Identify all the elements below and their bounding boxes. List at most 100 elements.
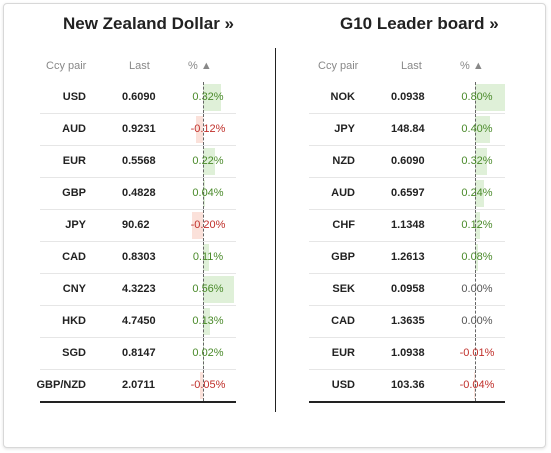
last-price: 0.0958 [391, 283, 425, 295]
last-price: 0.4828 [122, 187, 156, 199]
positive-change-bar [475, 84, 505, 111]
currency-pair[interactable]: GBP/NZD [36, 379, 87, 391]
currency-pair[interactable]: NOK [330, 91, 355, 103]
pct-change-value: 0.24% [461, 187, 493, 199]
table-row[interactable]: CAD 1.3635 0.00% [309, 306, 505, 338]
zero-line [475, 114, 476, 145]
positive-change-bar [475, 180, 484, 207]
pct-change-cell: 0.32% [180, 82, 236, 113]
currency-pair[interactable]: AUD [331, 187, 355, 199]
table-row[interactable]: GBP 1.2613 0.08% [309, 242, 505, 274]
column-header-pair: Ccy pair [318, 60, 359, 72]
currency-pair[interactable]: CAD [62, 251, 86, 263]
table-row[interactable]: CHF 1.1348 0.12% [309, 210, 505, 242]
negative-change-bar [192, 212, 203, 239]
zero-line [475, 146, 476, 177]
last-price: 148.84 [391, 123, 425, 135]
negative-change-bar [474, 372, 475, 399]
column-header-last: Last [401, 60, 422, 72]
pct-change-cell: 0.12% [449, 210, 505, 241]
table-row[interactable]: AUD 0.9231 -0.12% [40, 114, 236, 146]
positive-change-bar [203, 180, 205, 207]
currency-pair[interactable]: CNY [62, 283, 86, 295]
pct-change-cell: 0.02% [180, 338, 236, 369]
currency-pair[interactable]: CHF [332, 219, 355, 231]
pct-change-cell: 0.80% [449, 82, 505, 113]
table-row[interactable]: CNY 4.3223 0.56% [40, 274, 236, 306]
currency-pair[interactable]: SGD [62, 347, 86, 359]
currency-pair[interactable]: GBP [331, 251, 355, 263]
last-price: 4.3223 [122, 283, 156, 295]
zero-line [203, 370, 204, 401]
currency-pair[interactable]: USD [331, 379, 355, 391]
positive-change-bar [203, 148, 215, 175]
currency-pair[interactable]: EUR [62, 155, 86, 167]
table-row[interactable]: EUR 0.5568 0.22% [40, 146, 236, 178]
zero-line [203, 178, 204, 209]
currency-pair[interactable]: USD [62, 91, 86, 103]
last-price: 1.0938 [391, 347, 425, 359]
pct-change-value: -0.20% [190, 219, 226, 231]
table-row[interactable]: JPY 90.62 -0.20% [40, 210, 236, 242]
pct-change-cell: 0.56% [180, 274, 236, 305]
currency-pair[interactable]: CAD [331, 315, 355, 327]
table-row[interactable]: SEK 0.0958 0.00% [309, 274, 505, 306]
pct-change-cell: 0.22% [180, 146, 236, 177]
table-row[interactable]: HKD 4.7450 0.13% [40, 306, 236, 338]
zero-line [203, 338, 204, 369]
panel-divider [275, 48, 276, 412]
currency-pair[interactable]: GBP [62, 187, 86, 199]
currency-pair[interactable]: NZD [332, 155, 355, 167]
currency-pair[interactable]: JPY [65, 219, 86, 231]
pct-change-value: 0.13% [192, 315, 224, 327]
negative-change-bar [200, 372, 203, 399]
nzd-panel-title[interactable]: New Zealand Dollar » [63, 14, 234, 33]
column-header-pct[interactable]: % ▲ [460, 60, 484, 72]
positive-change-bar [475, 148, 487, 175]
pct-change-cell: 0.04% [180, 178, 236, 209]
table-row[interactable]: USD 0.6090 0.32% [40, 82, 236, 114]
pct-change-cell: 0.13% [180, 306, 236, 337]
pct-change-cell: 0.32% [449, 146, 505, 177]
zero-line [203, 146, 204, 177]
currency-pair[interactable]: HKD [62, 315, 86, 327]
last-price: 0.6090 [391, 155, 425, 167]
pct-change-value: 0.04% [192, 187, 224, 199]
pct-change-value: 0.80% [461, 91, 493, 103]
currency-pair[interactable]: JPY [334, 123, 355, 135]
zero-line [475, 274, 476, 305]
zero-line [475, 338, 476, 369]
last-price: 0.5568 [122, 155, 156, 167]
pct-change-value: 0.11% [192, 251, 224, 263]
pct-change-cell: -0.01% [449, 338, 505, 369]
table-row[interactable]: GBP/NZD 2.0711 -0.05% [36, 370, 236, 403]
g10-panel-title[interactable]: G10 Leader board » [340, 14, 499, 33]
last-price: 4.7450 [122, 315, 156, 327]
pct-change-value: 0.56% [192, 283, 224, 295]
pct-change-value: -0.12% [190, 123, 226, 135]
table-row[interactable]: GBP 0.4828 0.04% [40, 178, 236, 210]
positive-change-bar [203, 244, 209, 271]
table-row[interactable]: NOK 0.0938 0.80% [309, 82, 505, 114]
table-row[interactable]: NZD 0.6090 0.32% [309, 146, 505, 178]
pct-change-cell: 0.00% [449, 274, 505, 305]
zero-line [475, 210, 476, 241]
table-row[interactable]: AUD 0.6597 0.24% [309, 178, 505, 210]
table-row[interactable]: SGD 0.8147 0.02% [40, 338, 236, 370]
pct-change-value: 0.32% [461, 155, 493, 167]
pct-change-value: 0.22% [192, 155, 224, 167]
currency-pair[interactable]: AUD [62, 123, 86, 135]
currency-pair[interactable]: SEK [332, 283, 355, 295]
pct-change-value: 0.12% [461, 219, 493, 231]
zero-line [203, 82, 204, 113]
table-row[interactable]: EUR 1.0938 -0.01% [309, 338, 505, 370]
zero-line [475, 242, 476, 273]
column-header-pct[interactable]: % ▲ [188, 60, 212, 72]
pct-change-cell: 0.40% [449, 114, 505, 145]
currency-pair[interactable]: EUR [331, 347, 355, 359]
pct-change-value: 0.00% [461, 315, 493, 327]
last-price: 0.0938 [391, 91, 425, 103]
table-row[interactable]: JPY 148.84 0.40% [309, 114, 505, 146]
table-row[interactable]: USD 103.36 -0.04% [309, 370, 505, 403]
table-row[interactable]: CAD 0.8303 0.11% [40, 242, 236, 274]
